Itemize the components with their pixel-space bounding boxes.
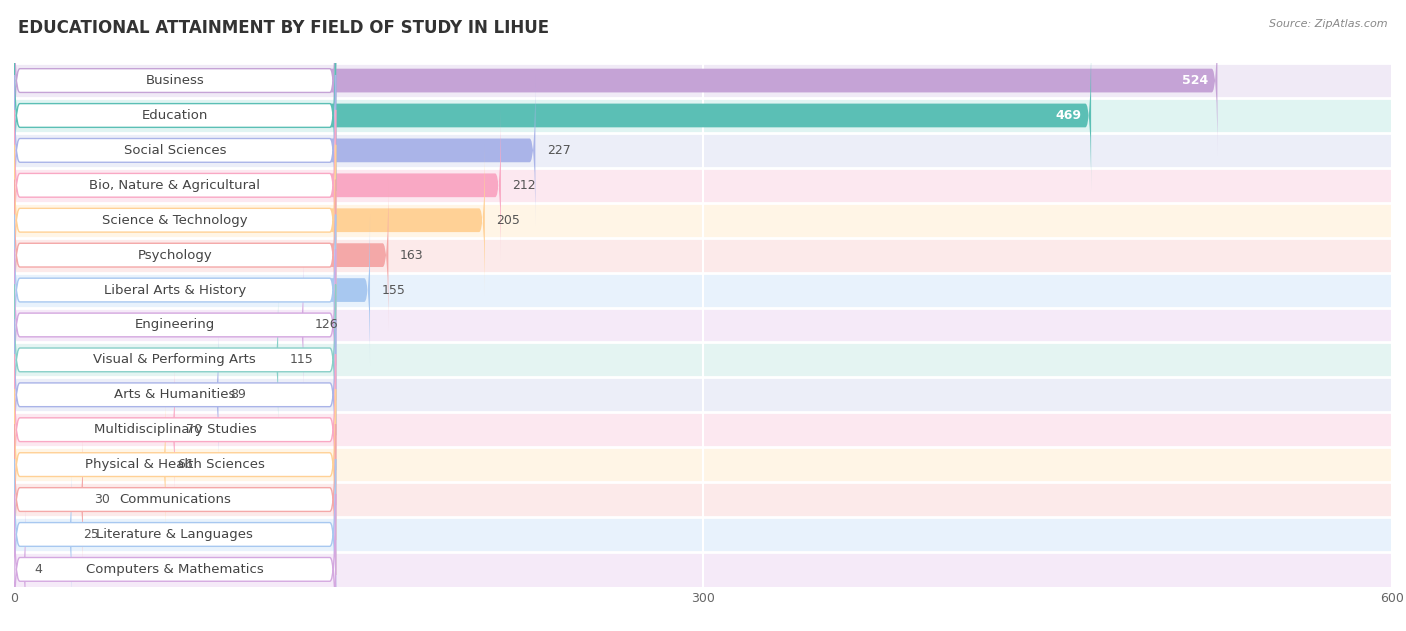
FancyBboxPatch shape [14, 110, 501, 261]
FancyBboxPatch shape [14, 40, 336, 191]
Text: Literature & Languages: Literature & Languages [97, 528, 253, 541]
Text: 524: 524 [1182, 74, 1208, 87]
FancyBboxPatch shape [14, 494, 336, 631]
Text: Computers & Mathematics: Computers & Mathematics [86, 563, 264, 576]
FancyBboxPatch shape [14, 249, 304, 401]
Text: 155: 155 [381, 283, 405, 297]
FancyBboxPatch shape [14, 459, 72, 610]
FancyBboxPatch shape [14, 517, 1392, 552]
Text: Social Sciences: Social Sciences [124, 144, 226, 157]
Text: Bio, Nature & Agricultural: Bio, Nature & Agricultural [90, 179, 260, 192]
FancyBboxPatch shape [14, 98, 1392, 133]
FancyBboxPatch shape [14, 273, 1392, 307]
Text: 25: 25 [83, 528, 98, 541]
Text: Liberal Arts & History: Liberal Arts & History [104, 283, 246, 297]
FancyBboxPatch shape [14, 319, 218, 470]
Text: Science & Technology: Science & Technology [103, 214, 247, 227]
Text: 66: 66 [177, 458, 193, 471]
FancyBboxPatch shape [14, 180, 336, 331]
FancyBboxPatch shape [14, 238, 1392, 273]
FancyBboxPatch shape [14, 459, 336, 610]
FancyBboxPatch shape [14, 5, 1218, 156]
FancyBboxPatch shape [14, 424, 83, 575]
FancyBboxPatch shape [14, 307, 1392, 343]
Text: 163: 163 [399, 249, 423, 262]
FancyBboxPatch shape [14, 75, 336, 226]
Text: Education: Education [142, 109, 208, 122]
FancyBboxPatch shape [14, 552, 1392, 587]
FancyBboxPatch shape [14, 144, 336, 296]
FancyBboxPatch shape [14, 447, 1392, 482]
Text: 205: 205 [496, 214, 520, 227]
FancyBboxPatch shape [14, 215, 336, 365]
Text: EDUCATIONAL ATTAINMENT BY FIELD OF STUDY IN LIHUE: EDUCATIONAL ATTAINMENT BY FIELD OF STUDY… [18, 19, 550, 37]
FancyBboxPatch shape [14, 319, 336, 470]
FancyBboxPatch shape [14, 5, 336, 156]
Text: 212: 212 [512, 179, 536, 192]
Text: 70: 70 [186, 423, 202, 436]
Text: 469: 469 [1056, 109, 1083, 122]
FancyBboxPatch shape [14, 389, 166, 540]
Text: Business: Business [145, 74, 204, 87]
Text: Visual & Performing Arts: Visual & Performing Arts [93, 353, 256, 367]
FancyBboxPatch shape [14, 424, 336, 575]
FancyBboxPatch shape [14, 343, 1392, 377]
Text: 126: 126 [315, 319, 339, 331]
FancyBboxPatch shape [14, 354, 174, 505]
Text: 30: 30 [94, 493, 110, 506]
Text: Arts & Humanities: Arts & Humanities [114, 388, 235, 401]
FancyBboxPatch shape [14, 285, 336, 435]
FancyBboxPatch shape [14, 377, 1392, 412]
FancyBboxPatch shape [14, 180, 388, 331]
Text: Source: ZipAtlas.com: Source: ZipAtlas.com [1270, 19, 1388, 29]
FancyBboxPatch shape [14, 389, 336, 540]
FancyBboxPatch shape [14, 203, 1392, 238]
Text: Multidisciplinary Studies: Multidisciplinary Studies [94, 423, 256, 436]
FancyBboxPatch shape [14, 75, 536, 226]
FancyBboxPatch shape [14, 494, 25, 631]
FancyBboxPatch shape [14, 63, 1392, 98]
FancyBboxPatch shape [14, 354, 336, 505]
FancyBboxPatch shape [14, 168, 1392, 203]
Text: Engineering: Engineering [135, 319, 215, 331]
FancyBboxPatch shape [14, 40, 1091, 191]
Text: Psychology: Psychology [138, 249, 212, 262]
FancyBboxPatch shape [14, 482, 1392, 517]
FancyBboxPatch shape [14, 144, 485, 296]
Text: 227: 227 [547, 144, 571, 157]
Text: 115: 115 [290, 353, 314, 367]
FancyBboxPatch shape [14, 249, 336, 401]
FancyBboxPatch shape [14, 412, 1392, 447]
FancyBboxPatch shape [14, 215, 370, 365]
FancyBboxPatch shape [14, 285, 278, 435]
Text: 89: 89 [231, 388, 246, 401]
Text: 4: 4 [35, 563, 42, 576]
Text: Physical & Health Sciences: Physical & Health Sciences [84, 458, 264, 471]
FancyBboxPatch shape [14, 110, 336, 261]
Text: Communications: Communications [120, 493, 231, 506]
FancyBboxPatch shape [14, 133, 1392, 168]
